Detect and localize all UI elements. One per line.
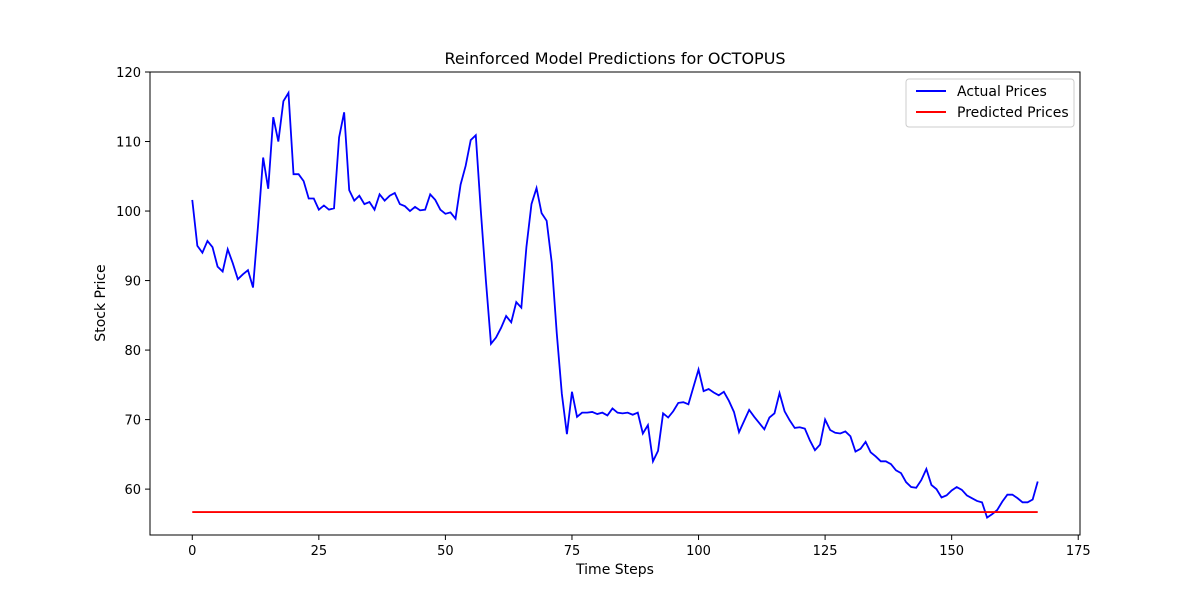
y-tick-label: 110 [116, 136, 141, 151]
plot-area [149, 71, 1081, 536]
x-tick-label: 50 [437, 544, 454, 559]
y-tick-label: 90 [124, 275, 141, 290]
series-layer [191, 89, 1039, 520]
legend-box [905, 78, 1075, 128]
y-tick-label: 100 [116, 205, 141, 220]
x-tick-label: 150 [939, 544, 964, 559]
y-tick-label: 80 [124, 344, 141, 359]
y-tick-label: 60 [124, 483, 141, 498]
x-tick-label: 0 [188, 544, 196, 559]
legend-label-predicted: Predicted Prices [957, 105, 1069, 121]
y-axis-ticks: 60 70 80 90 100 110 120 [116, 66, 150, 498]
x-axis-ticks: 0 25 50 75 100 125 150 175 [188, 535, 1091, 559]
x-tick-label: 100 [686, 544, 711, 559]
x-axis-label: Time Steps [575, 562, 654, 578]
series-line-actual-prices [191, 89, 1039, 520]
chart-title: Reinforced Model Predictions for OCTOPUS [444, 49, 785, 68]
y-tick-label: 70 [124, 414, 141, 429]
x-tick-label: 25 [311, 544, 328, 559]
x-tick-label: 175 [1066, 544, 1091, 559]
x-tick-label: 125 [813, 544, 838, 559]
axes-frame [149, 71, 1081, 536]
y-axis-label: Stock Price [93, 264, 109, 341]
legend: Actual Prices Predicted Prices [905, 78, 1075, 128]
legend-label-actual: Actual Prices [957, 84, 1047, 100]
x-tick-label: 75 [564, 544, 581, 559]
y-tick-label: 120 [116, 66, 141, 81]
